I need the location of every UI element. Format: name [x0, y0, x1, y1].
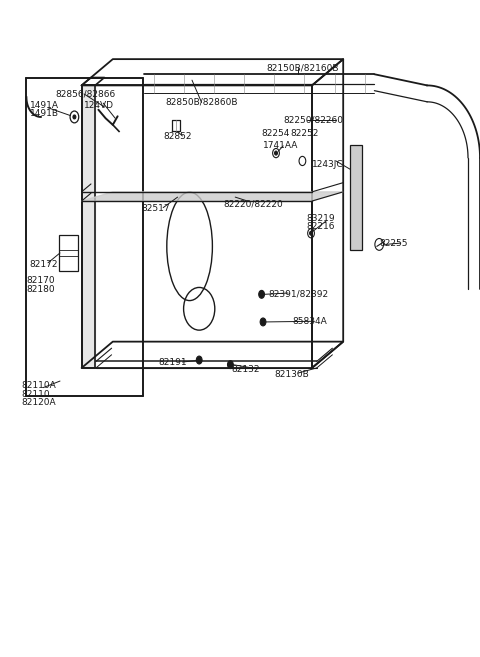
- Text: 82110: 82110: [22, 390, 50, 399]
- Text: 82255: 82255: [379, 238, 408, 248]
- Text: 82130B: 82130B: [275, 370, 309, 379]
- Text: 82517: 82517: [142, 204, 170, 214]
- Text: 82391/82392: 82391/82392: [269, 289, 329, 298]
- Text: 82216: 82216: [306, 222, 335, 231]
- Circle shape: [196, 356, 202, 364]
- Polygon shape: [82, 85, 95, 368]
- Text: 1741AA: 1741AA: [263, 141, 299, 150]
- Text: 82132: 82132: [231, 365, 260, 374]
- Polygon shape: [82, 192, 343, 201]
- Text: 1491A: 1491A: [30, 101, 59, 110]
- Circle shape: [260, 318, 266, 326]
- Text: 82191: 82191: [158, 358, 187, 367]
- Text: 82250/82260: 82250/82260: [283, 116, 343, 125]
- Text: 82254: 82254: [262, 129, 290, 138]
- Circle shape: [275, 151, 277, 155]
- Text: 82170: 82170: [26, 276, 55, 285]
- Circle shape: [228, 361, 233, 369]
- Text: 124VD: 124VD: [84, 101, 114, 110]
- Text: 82172: 82172: [30, 260, 58, 269]
- Text: 82252: 82252: [290, 129, 319, 138]
- Text: 82852: 82852: [163, 132, 192, 141]
- Circle shape: [73, 115, 76, 119]
- Text: 82850B/82860B: 82850B/82860B: [166, 97, 238, 106]
- Text: 82110A: 82110A: [22, 381, 56, 390]
- FancyBboxPatch shape: [350, 145, 362, 250]
- Text: 82220/82220: 82220/82220: [223, 199, 283, 208]
- Text: 82856/82866: 82856/82866: [55, 89, 116, 99]
- Text: 1243JC: 1243JC: [312, 160, 344, 169]
- Text: 82120A: 82120A: [22, 398, 56, 407]
- Text: 82180: 82180: [26, 284, 55, 294]
- Text: 83219: 83219: [306, 214, 335, 223]
- Text: 1491B: 1491B: [30, 108, 59, 118]
- Circle shape: [310, 231, 312, 235]
- Text: 85834A: 85834A: [293, 317, 327, 327]
- Circle shape: [259, 290, 264, 298]
- Text: 82150B/82160B: 82150B/82160B: [266, 63, 339, 72]
